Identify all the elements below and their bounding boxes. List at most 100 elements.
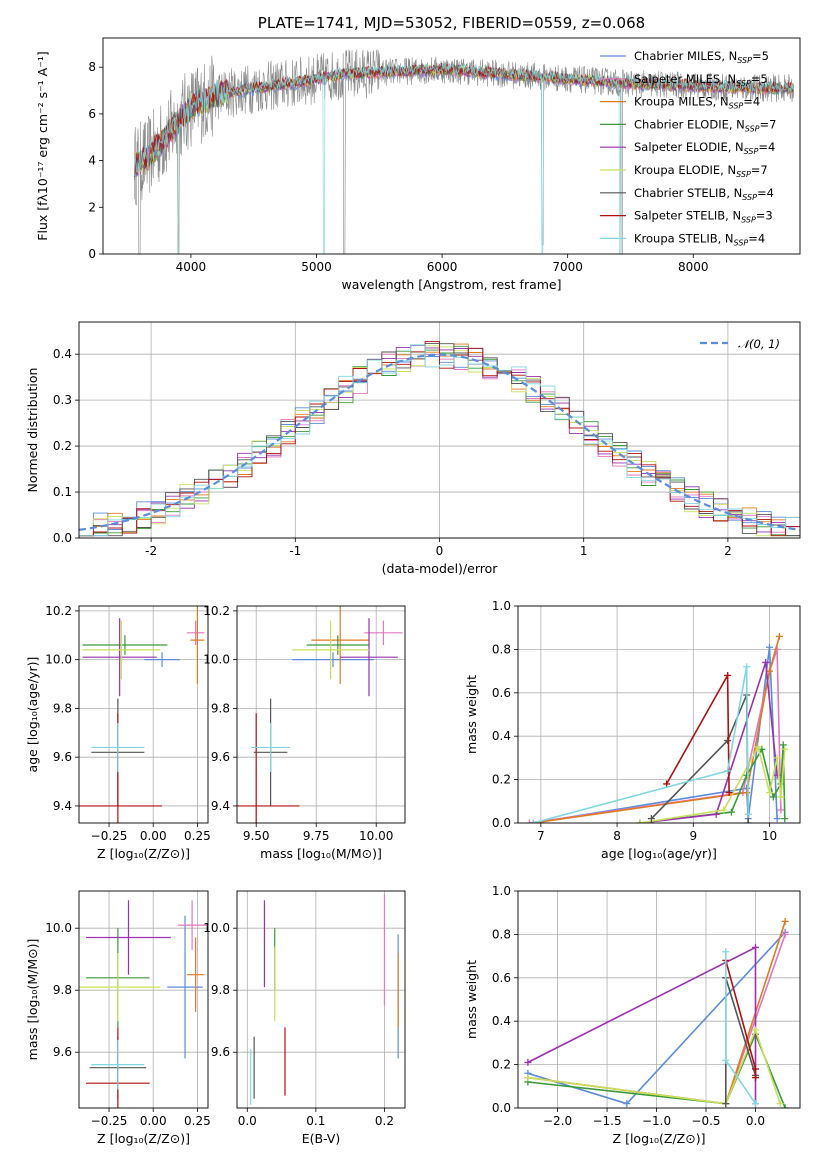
y-tick-label: 10.2 bbox=[45, 604, 72, 618]
y-axis-label: mass weight bbox=[464, 960, 479, 1039]
axes-frame bbox=[78, 890, 209, 1109]
legend-label-tail: =4 bbox=[748, 231, 765, 245]
x-tick-label: 7 bbox=[537, 829, 545, 843]
weight-marker bbox=[781, 815, 789, 823]
legend-label: Chabrier ELODIE, NSSP=7 bbox=[634, 117, 776, 133]
weight-marker bbox=[781, 745, 789, 753]
y-tick-label: 9.8 bbox=[53, 701, 72, 715]
x-tick-label: 0.2 bbox=[375, 1114, 394, 1128]
legend-label-sub: SSP bbox=[741, 216, 756, 225]
x-tick-label: 0.25 bbox=[184, 829, 211, 843]
legend-label-sub: SSP bbox=[729, 102, 744, 111]
plot-area bbox=[525, 632, 789, 823]
weight-marker bbox=[751, 1065, 759, 1073]
axes-frame bbox=[517, 605, 801, 824]
x-tick-label: 8000 bbox=[678, 260, 709, 274]
weight-marker bbox=[724, 767, 732, 775]
weight-marker bbox=[722, 948, 730, 956]
x-axis-label: Z [log₁₀(Z/Z⊙)] bbox=[97, 1131, 190, 1146]
y-tick-label: 0 bbox=[88, 247, 96, 261]
legend-label-text: Chabrier MILES, N bbox=[634, 49, 737, 63]
legend-label-sub: SSP bbox=[742, 193, 757, 202]
axes-frame bbox=[78, 605, 209, 824]
weight-marker bbox=[751, 1026, 759, 1034]
legend-label-sub: SSP bbox=[744, 147, 759, 156]
x-tick-label: 9.75 bbox=[303, 829, 330, 843]
weight-marker bbox=[647, 815, 655, 823]
weight-marker bbox=[525, 819, 533, 823]
y-tick-label: 1.0 bbox=[492, 599, 511, 613]
y-tick-label: 4 bbox=[88, 154, 96, 168]
x-tick-label: −0.25 bbox=[91, 1114, 128, 1128]
legend-label-text: Salpeter ELODIE, N bbox=[634, 140, 744, 154]
axes-frame bbox=[517, 890, 801, 1109]
y-tick-label: 9.4 bbox=[211, 799, 230, 813]
weight-line-kroupa-elodie bbox=[527, 1027, 781, 1105]
legend-label-tail: =5 bbox=[751, 72, 768, 86]
legend-label-text: Kroupa STELIB, N bbox=[634, 231, 734, 245]
plot-area bbox=[237, 606, 403, 823]
x-tick-label: 0.00 bbox=[140, 1114, 167, 1128]
weight-marker bbox=[751, 1074, 759, 1082]
weight-marker bbox=[773, 754, 781, 762]
y-tick-label: 0.4 bbox=[53, 347, 72, 361]
age-vs-mass-chart: 9.50 9.75 10.00 9.4 9.6 9.8 10.0 10.2 mass [log₁… bbox=[203, 604, 406, 861]
weight-marker bbox=[754, 743, 762, 751]
y-tick-label: 8 bbox=[88, 60, 96, 74]
weight-line-chabrier-elodie bbox=[639, 744, 786, 823]
y-tick-label: 0.2 bbox=[492, 1058, 511, 1072]
x-axis-label: Z [log₁₀(Z/Z⊙)] bbox=[613, 1131, 706, 1146]
weight-marker bbox=[743, 663, 751, 671]
legend-label: Chabrier STELIB, NSSP=4 bbox=[634, 186, 774, 202]
x-tick-label: 0 bbox=[436, 544, 444, 558]
weight-marker bbox=[762, 658, 770, 666]
weight-marker bbox=[724, 671, 732, 679]
legend-label-text: Salpeter MILES, N bbox=[634, 72, 736, 86]
weight-marker bbox=[743, 789, 751, 797]
x-tick-label: 2 bbox=[724, 544, 732, 558]
weight-marker bbox=[744, 810, 752, 818]
legend-label: Kroupa ELODIE, NSSP=7 bbox=[634, 163, 768, 179]
legend-gauss-label: 𝒩(0, 1) bbox=[738, 337, 780, 351]
y-tick-label: 6 bbox=[88, 107, 96, 121]
weight-marker bbox=[722, 1056, 730, 1064]
weight-marker bbox=[722, 1100, 730, 1108]
legend-label: Salpeter ELODIE, NSSP=4 bbox=[634, 140, 775, 156]
weight-marker bbox=[773, 815, 781, 823]
weight-marker bbox=[758, 745, 766, 753]
weight-marker bbox=[743, 771, 751, 779]
y-tick-label: 0.0 bbox=[492, 816, 511, 830]
x-tick-label: 0.25 bbox=[184, 1114, 211, 1128]
spectrum-chart: 4000 5000 6000 7000 8000 0 2 4 6 8 wavelength [Ang… bbox=[35, 14, 801, 292]
legend-label: Chabrier MILES, NSSP=5 bbox=[634, 49, 769, 65]
x-tick-label: 4000 bbox=[176, 260, 207, 274]
y-tick-label: 0.4 bbox=[492, 1014, 511, 1028]
weight-marker bbox=[725, 789, 733, 797]
x-axis-label: (data-model)/error bbox=[382, 561, 499, 576]
x-tick-label: -2 bbox=[145, 544, 157, 558]
weight-marker bbox=[524, 1058, 532, 1066]
weight-marker bbox=[724, 737, 732, 745]
y-tick-label: 9.6 bbox=[53, 750, 72, 764]
x-tick-label: 8 bbox=[613, 829, 621, 843]
weight-marker bbox=[766, 643, 774, 651]
legend-label-tail: =3 bbox=[756, 209, 773, 223]
legend-label: Kroupa STELIB, NSSP=4 bbox=[634, 231, 765, 247]
mass-vs-Z-chart: −0.25 0.00 0.25 9.6 9.8 10.0 Z [log₁₀(Z/Z⊙)] ma… bbox=[25, 890, 211, 1146]
legend-label-sub: SSP bbox=[745, 124, 760, 133]
y-tick-label: 9.6 bbox=[211, 1045, 230, 1059]
x-tick-label: 6000 bbox=[427, 260, 458, 274]
x-tick-label: 10.00 bbox=[359, 829, 393, 843]
gaussian-reference-line bbox=[79, 353, 800, 531]
y-tick-label: 0.6 bbox=[492, 686, 511, 700]
legend-label-text: Kroupa ELODIE, N bbox=[634, 163, 736, 177]
legend-label-tail: =5 bbox=[752, 49, 769, 63]
y-axis-label: Flux [fλ10⁻¹⁷ erg cm⁻² s⁻¹ A⁻¹] bbox=[35, 51, 50, 240]
weight-marker bbox=[769, 793, 777, 801]
y-tick-label: 9.8 bbox=[53, 983, 72, 997]
legend-label-sub: SSP bbox=[737, 56, 752, 65]
y-tick-label: 0.8 bbox=[492, 927, 511, 941]
x-tick-label: 0.00 bbox=[140, 829, 167, 843]
